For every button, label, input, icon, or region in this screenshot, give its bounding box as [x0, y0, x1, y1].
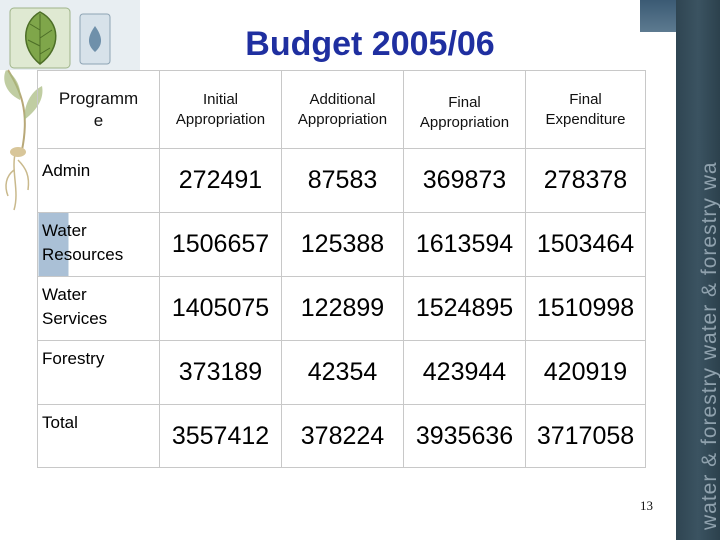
table-row: Total 3557412 378224 3935636 3717058	[37, 404, 646, 468]
table-row: Water Resources 1506657 125388 1613594 1…	[37, 212, 646, 277]
row-label: Admin	[37, 148, 160, 213]
header-final-expenditure: Final Expenditure	[525, 70, 646, 149]
side-band	[676, 0, 720, 540]
page-title: Budget 2005/06	[245, 25, 495, 63]
cell-final-appropriation: 3935636	[403, 404, 526, 468]
cell-final-expenditure: 1503464	[525, 212, 646, 277]
table-row: Water Services 1405075 122899 1524895 15…	[37, 276, 646, 341]
top-right-strip	[640, 0, 680, 32]
cell-additional: 125388	[281, 212, 404, 277]
cell-final-appropriation: 1524895	[403, 276, 526, 341]
cell-initial: 3557412	[159, 404, 282, 468]
cell-final-expenditure: 1510998	[525, 276, 646, 341]
cell-final-expenditure: 278378	[525, 148, 646, 213]
row-label: Forestry	[37, 340, 160, 405]
cell-final-expenditure: 420919	[525, 340, 646, 405]
cell-additional: 87583	[281, 148, 404, 213]
cell-initial: 1506657	[159, 212, 282, 277]
leaf-icon	[9, 7, 71, 69]
cell-additional: 42354	[281, 340, 404, 405]
header-additional-appropriation: Additional Appropriation	[281, 70, 404, 149]
budget-table: Programm e Initial Appropriation Additio…	[37, 70, 646, 468]
side-band-text: water & forestry water & forestry wa	[698, 161, 720, 530]
row-label: Water Resources	[37, 212, 160, 277]
cell-initial: 1405075	[159, 276, 282, 341]
cell-initial: 272491	[159, 148, 282, 213]
table-header-row: Programm e Initial Appropriation Additio…	[37, 70, 646, 149]
cell-additional: 122899	[281, 276, 404, 341]
cell-final-appropriation: 369873	[403, 148, 526, 213]
header-final-appropriation: Final Appropriation	[403, 70, 526, 149]
row-label: Water Services	[37, 276, 160, 341]
row-label: Total	[37, 404, 160, 468]
page-number: 13	[640, 498, 653, 513]
cell-final-expenditure: 3717058	[525, 404, 646, 468]
header-initial-appropriation: Initial Appropriation	[159, 70, 282, 149]
cell-final-appropriation: 423944	[403, 340, 526, 405]
cell-final-appropriation: 1613594	[403, 212, 526, 277]
table-row: Forestry 373189 42354 423944 420919	[37, 340, 646, 405]
cell-initial: 373189	[159, 340, 282, 405]
budget-table-container: Programm e Initial Appropriation Additio…	[37, 70, 646, 470]
cell-additional: 378224	[281, 404, 404, 468]
table-row: Admin 272491 87583 369873 278378	[37, 148, 646, 213]
header-programme: Programm e	[37, 70, 160, 149]
water-drop-icon	[79, 13, 111, 65]
